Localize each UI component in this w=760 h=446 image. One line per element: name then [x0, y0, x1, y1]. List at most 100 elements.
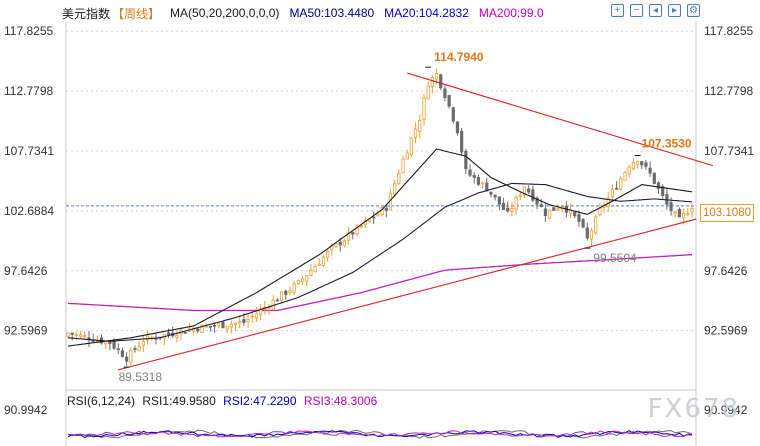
candle-body	[518, 194, 522, 197]
candle-body	[196, 328, 200, 332]
candle-body	[640, 161, 644, 166]
current-price-box: 103.1080	[700, 204, 754, 222]
candle-body	[208, 325, 212, 328]
candle-body	[317, 263, 321, 266]
candle-body	[78, 334, 83, 337]
rsi-line	[67, 430, 693, 438]
candle-body	[598, 208, 602, 216]
candle-body	[556, 208, 560, 211]
symbol-title: 美元指数	[62, 6, 111, 21]
candle-body	[623, 172, 627, 181]
candle-body	[514, 197, 518, 210]
right-arrow-icon[interactable]: ▸	[668, 4, 681, 17]
y-tick-label-left: 92.5969	[4, 324, 48, 338]
y-tick-label-left: 107.7341	[4, 144, 54, 158]
candle-body	[292, 283, 296, 293]
candle-body	[267, 307, 271, 309]
candle-body	[116, 348, 120, 351]
candle-body	[334, 242, 338, 247]
candle-body	[627, 166, 631, 175]
trend-lines-layer	[118, 72, 714, 371]
minus-icon[interactable]: −	[630, 4, 643, 17]
candle-body	[284, 290, 288, 295]
candle-body	[447, 95, 451, 107]
watermark: FX678	[647, 394, 740, 424]
ma-lines-layer	[67, 148, 693, 347]
candle-body	[346, 232, 351, 241]
candle-body	[137, 345, 141, 352]
candle-body	[108, 341, 112, 344]
candle-body	[669, 202, 673, 212]
trendline-lower	[118, 218, 697, 371]
candle-body	[531, 189, 535, 201]
ma50-line	[67, 182, 693, 342]
candle-body	[133, 348, 137, 351]
candle-body	[631, 162, 635, 170]
candle-body	[489, 191, 493, 195]
candle-body	[300, 278, 305, 282]
candle-body	[648, 167, 652, 174]
candle-body	[355, 225, 359, 235]
candle-body	[690, 208, 694, 213]
settings-icon[interactable]: ⚙	[687, 4, 700, 17]
rsi2-value: RSI2:47.2290	[223, 394, 297, 408]
candle-body	[619, 178, 623, 190]
ma200-layer	[67, 254, 693, 312]
candle-body	[585, 227, 589, 239]
candle-body	[238, 321, 242, 324]
candle-body	[434, 73, 439, 80]
candle-body	[279, 291, 284, 301]
y-tick-label-right: 90.9942	[704, 403, 748, 417]
left-arrow-icon[interactable]: ◂	[649, 4, 662, 17]
ma-params: MA(50,20,200,0,0,0)	[170, 6, 280, 20]
ma200-line	[67, 254, 693, 312]
candle-body	[74, 333, 78, 336]
candle-body	[673, 211, 677, 214]
candle-body	[661, 186, 665, 196]
candle-body	[581, 219, 585, 228]
candle-body	[372, 216, 376, 219]
y-axis: 117.8255 117.8255 112.7798 112.7798 107.7341…	[4, 24, 754, 417]
period-label[interactable]: 【周线】	[112, 6, 161, 21]
candle-body	[652, 172, 656, 184]
ma20-line	[67, 148, 693, 347]
candle-body	[460, 130, 464, 153]
candle-body	[656, 182, 661, 189]
candle-body	[481, 182, 485, 185]
candle-body	[506, 207, 510, 212]
candle-body	[405, 152, 409, 160]
candle-body	[468, 169, 472, 176]
y-tick-label-right: 97.6426	[704, 264, 748, 278]
candle-body	[539, 204, 543, 208]
extreme-label: 107.3530	[642, 137, 692, 151]
candle-body	[242, 319, 246, 324]
y-tick-label-left: 112.7798	[4, 84, 53, 98]
candle-body	[443, 88, 447, 98]
rsi-line	[67, 429, 693, 439]
y-tick-label-right: 107.7341	[704, 144, 754, 158]
candle-body	[393, 183, 397, 196]
grid	[65, 22, 697, 446]
candle-body	[493, 194, 497, 198]
candle-body	[397, 173, 401, 185]
candle-body	[552, 207, 556, 211]
candle-body	[129, 349, 133, 363]
candle-body	[418, 120, 422, 132]
extreme-label: 114.7940	[434, 50, 484, 64]
candle-body	[384, 207, 388, 211]
candle-body	[221, 321, 225, 329]
candle-body	[342, 240, 347, 246]
annotations-layer: 114.7940 107.3530 99.5504 89.5318	[119, 50, 692, 384]
candle-body	[635, 161, 640, 165]
rsi-header: RSI(6,12,24) RSI1:49.9580 RSI2:47.2290 R…	[67, 394, 381, 408]
candle-body	[83, 335, 87, 337]
candle-body	[535, 197, 539, 205]
candle-body	[548, 209, 552, 219]
candle-body	[501, 202, 506, 210]
candle-body	[225, 326, 229, 330]
candle-body	[175, 335, 179, 338]
candle-body	[610, 189, 615, 198]
plus-icon[interactable]: +	[611, 4, 624, 17]
candle-body	[305, 275, 309, 282]
